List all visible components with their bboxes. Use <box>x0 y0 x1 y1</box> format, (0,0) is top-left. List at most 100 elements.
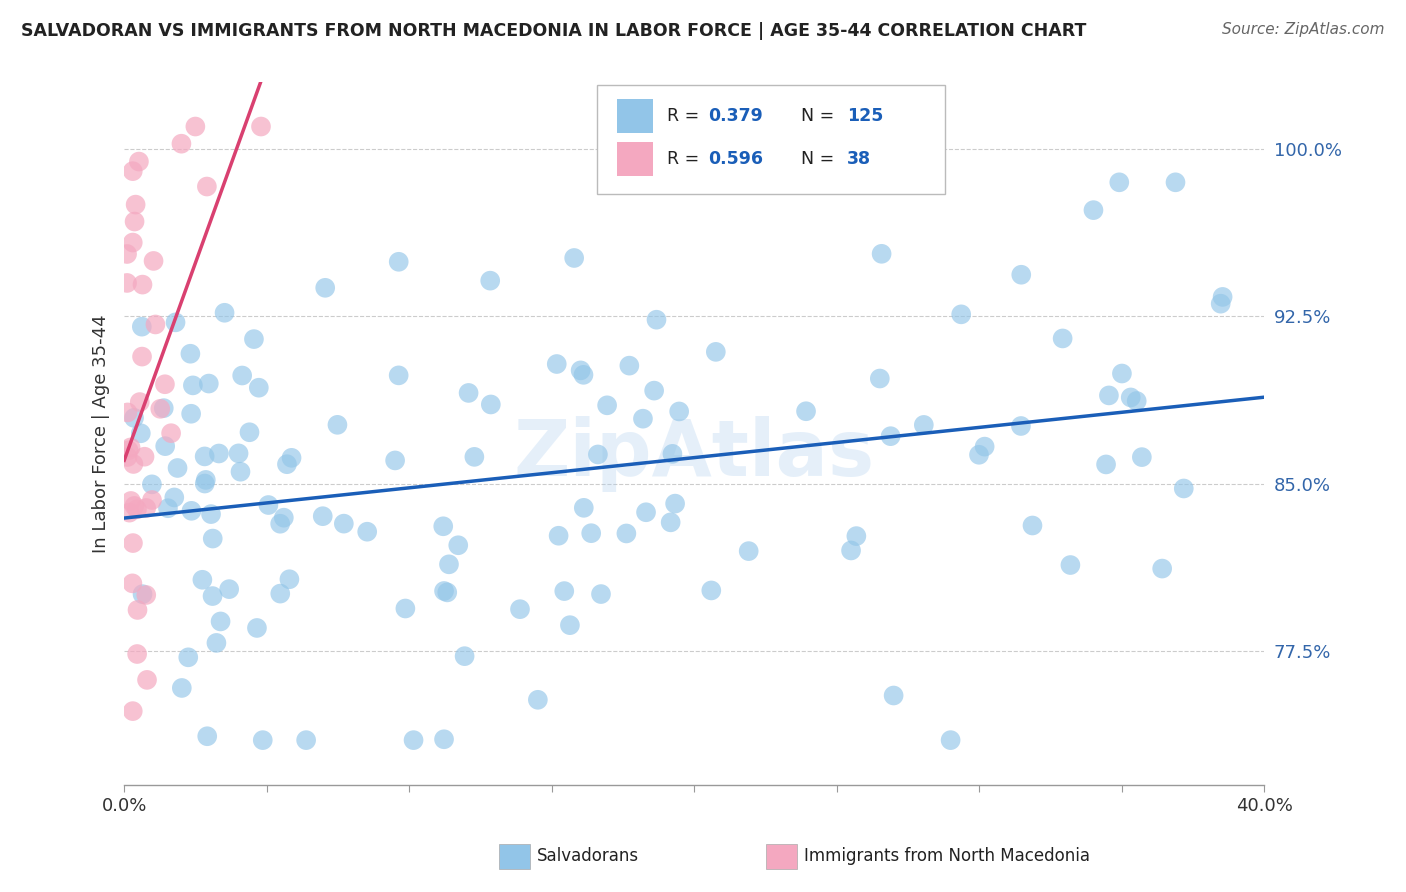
Point <box>250 120 273 134</box>
Point <box>333 516 356 531</box>
Point <box>668 404 690 418</box>
Point <box>124 499 146 513</box>
Point <box>643 384 665 398</box>
Point <box>1164 175 1187 189</box>
Text: 0.596: 0.596 <box>707 150 763 169</box>
Point <box>553 584 575 599</box>
Point <box>1152 561 1174 575</box>
Point <box>170 136 193 151</box>
Point <box>231 368 253 383</box>
Point <box>1010 268 1032 282</box>
Point <box>184 120 207 134</box>
Point <box>326 417 349 432</box>
Point <box>1095 458 1118 472</box>
Point <box>845 529 868 543</box>
Point <box>572 368 595 382</box>
Point <box>596 398 619 412</box>
Point <box>433 732 456 747</box>
Point <box>273 510 295 524</box>
Point <box>153 377 176 392</box>
Point <box>118 506 141 520</box>
Text: R =: R = <box>666 107 704 125</box>
Point <box>194 476 217 491</box>
Point <box>170 681 193 695</box>
Point <box>163 491 186 505</box>
Point <box>121 576 143 591</box>
Text: Source: ZipAtlas.com: Source: ZipAtlas.com <box>1222 22 1385 37</box>
Point <box>180 407 202 421</box>
Point <box>135 588 157 602</box>
Point <box>1098 388 1121 402</box>
Point <box>839 543 862 558</box>
Point <box>141 477 163 491</box>
Point <box>149 401 172 416</box>
Point <box>115 247 138 261</box>
Point <box>122 410 145 425</box>
Point <box>879 429 901 443</box>
Point <box>127 647 149 661</box>
Point <box>453 649 475 664</box>
Point <box>276 457 298 471</box>
Point <box>238 425 260 440</box>
Point <box>645 312 668 326</box>
Point <box>252 733 274 747</box>
Point <box>1209 296 1232 310</box>
Point <box>181 378 204 392</box>
Point <box>794 404 817 418</box>
Text: ZipAtlas: ZipAtlas <box>513 417 875 492</box>
Point <box>209 615 232 629</box>
Point <box>228 446 250 460</box>
Point <box>195 729 218 743</box>
Point <box>120 494 142 508</box>
Point <box>125 502 148 516</box>
Point <box>1108 175 1130 189</box>
Point <box>121 235 143 250</box>
Point <box>659 516 682 530</box>
Point <box>558 618 581 632</box>
Point <box>457 386 479 401</box>
Point <box>433 584 456 599</box>
Point <box>198 376 221 391</box>
Point <box>1052 331 1074 345</box>
Point <box>131 277 153 292</box>
Point <box>243 332 266 346</box>
Point <box>208 446 231 460</box>
Point <box>950 307 973 321</box>
Point <box>246 621 269 635</box>
Point <box>1083 203 1105 218</box>
Point <box>1119 391 1142 405</box>
Point <box>463 450 485 464</box>
Point <box>967 448 990 462</box>
Point <box>129 426 152 441</box>
Point <box>661 447 683 461</box>
Point <box>142 254 165 268</box>
Point <box>572 500 595 515</box>
Point <box>869 371 891 385</box>
Point <box>870 247 893 261</box>
Point <box>124 214 146 228</box>
Point <box>135 500 157 515</box>
Y-axis label: In Labor Force | Age 35-44: In Labor Force | Age 35-44 <box>93 314 110 553</box>
Point <box>388 254 411 268</box>
Point <box>214 306 236 320</box>
Point <box>195 179 218 194</box>
Text: Salvadorans: Salvadorans <box>537 847 640 865</box>
Point <box>569 363 592 377</box>
Point <box>201 532 224 546</box>
Point <box>586 447 609 461</box>
Point <box>1059 558 1081 572</box>
Point <box>700 583 723 598</box>
Point <box>122 457 145 471</box>
Point <box>509 602 531 616</box>
Point <box>912 417 935 432</box>
Point <box>437 558 460 572</box>
Text: Immigrants from North Macedonia: Immigrants from North Macedonia <box>804 847 1090 865</box>
Point <box>269 586 291 600</box>
Point <box>619 359 641 373</box>
Point <box>939 733 962 747</box>
Point <box>973 440 995 454</box>
Point <box>179 347 201 361</box>
Point <box>402 733 425 747</box>
Point <box>191 573 214 587</box>
Point <box>394 601 416 615</box>
